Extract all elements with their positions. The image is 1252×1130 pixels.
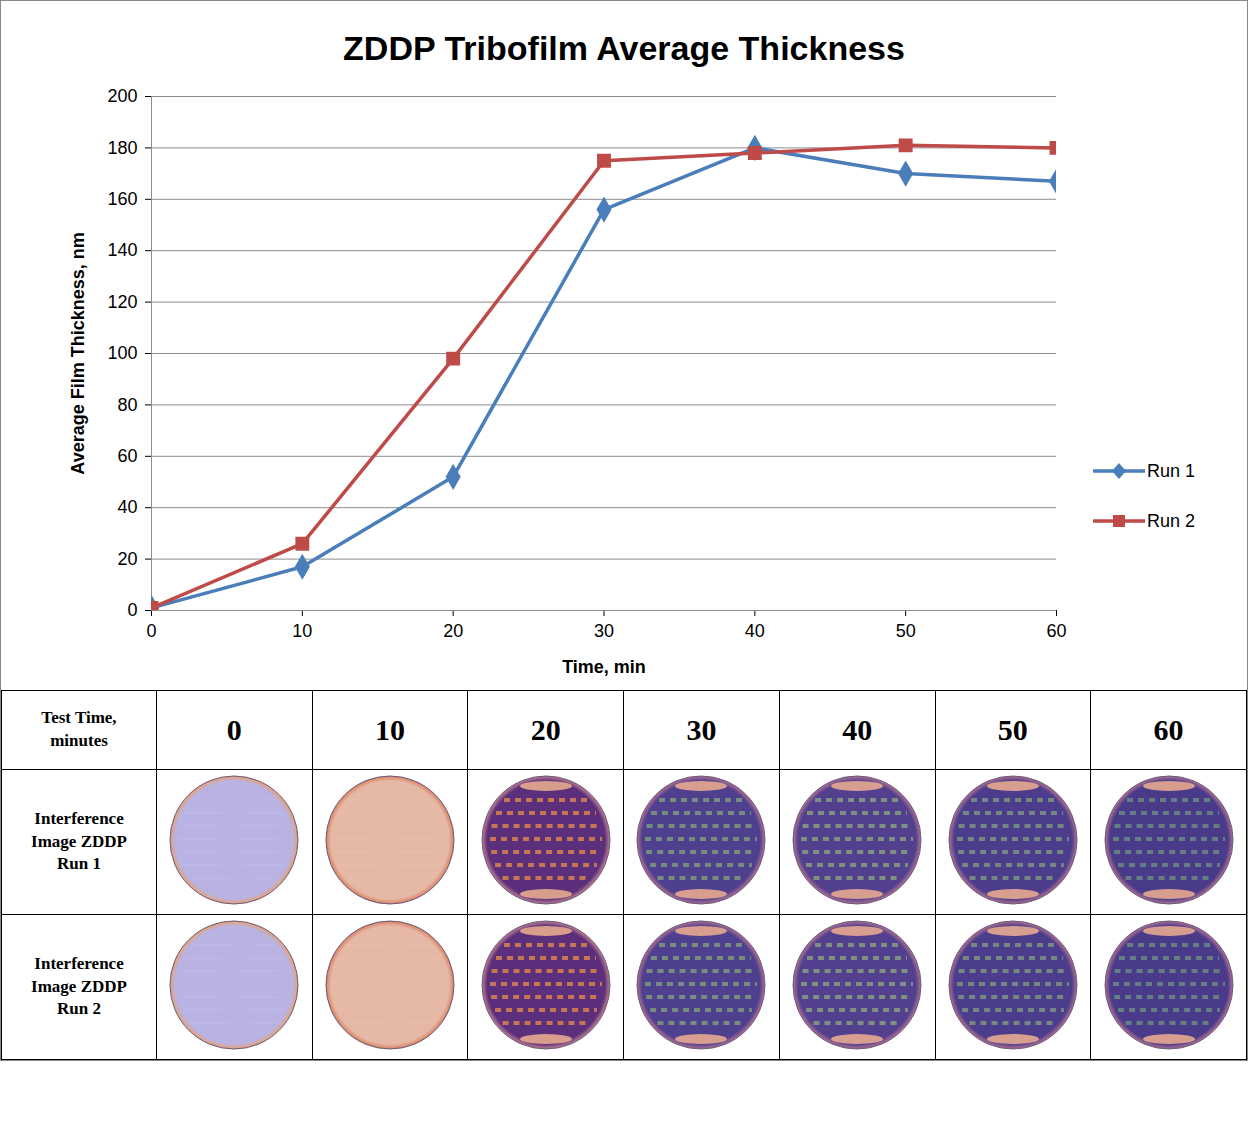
html-text:10: 10 (375, 713, 405, 746)
html-text:20: 20 (530, 713, 561, 746)
html-text:60: 60 (1153, 713, 1184, 746)
html-text:30: 30 (686, 713, 717, 746)
svg-text:80: 80 (117, 395, 137, 415)
svg-text:20: 20 (117, 549, 137, 569)
svg-text:20: 20 (443, 621, 463, 641)
svg-text:10: 10 (292, 621, 312, 641)
html-text:Run 1: Run 1 (1147, 460, 1195, 481)
html-text:ZDDP Tribofilm Average Thickne: ZDDP Tribofilm Average Thickness (343, 29, 905, 67)
svg-text:40: 40 (745, 621, 765, 641)
svg-text:40: 40 (117, 497, 137, 517)
html-text:0: 0 (226, 713, 242, 746)
svg-text:Average Film Thickness, nm: Average Film Thickness, nm (68, 232, 88, 474)
svg-text:100: 100 (107, 343, 137, 363)
svg-text:60: 60 (1046, 621, 1066, 641)
html-text:40: 40 (842, 713, 873, 746)
svg-text:0: 0 (127, 600, 137, 620)
html-text:Interference Image ZDDP Run 2: Interference Image ZDDP Run 2 (31, 953, 127, 1019)
html-text:Run 2: Run 2 (1147, 510, 1195, 531)
svg-text:Time, min: Time, min (562, 657, 646, 677)
html-text:50: 50 (997, 713, 1028, 746)
svg-text:60: 60 (117, 446, 137, 466)
svg-text:140: 140 (107, 240, 137, 260)
svg-text:50: 50 (896, 621, 916, 641)
html-text:Test Time, minutes: Test Time, minutes (41, 708, 117, 750)
svg-text:200: 200 (107, 86, 137, 106)
svg-text:120: 120 (107, 292, 137, 312)
svg-text:160: 160 (107, 189, 137, 209)
svg-text:180: 180 (107, 138, 137, 158)
html-text:Interference Image ZDDP Run 1: Interference Image ZDDP Run 1 (31, 808, 127, 874)
svg-text:0: 0 (146, 621, 156, 641)
svg-text:30: 30 (594, 621, 614, 641)
